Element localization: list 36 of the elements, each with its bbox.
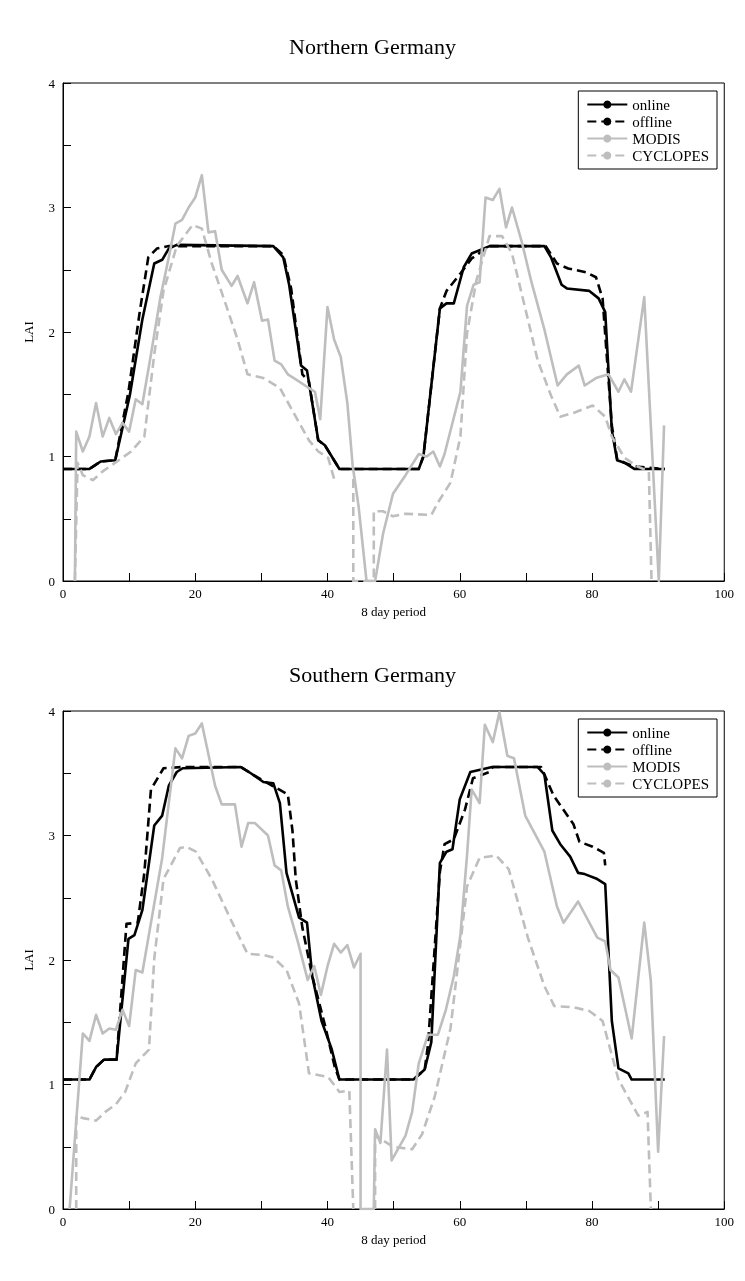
x-tick-label: 20 xyxy=(188,586,202,601)
legend-label: CYCLOPES xyxy=(632,775,709,792)
x-tick-label: 0 xyxy=(59,586,67,601)
y-tick-label: 3 xyxy=(48,200,55,215)
chart-title: Southern Germany xyxy=(289,661,456,687)
y-tick-label: 2 xyxy=(48,324,55,340)
x-tick-label: 40 xyxy=(321,1214,334,1229)
y-tick-label: 4 xyxy=(48,75,56,91)
x-tick-label: 20 xyxy=(188,1214,202,1229)
x-tick-label: 60 xyxy=(453,1214,467,1229)
x-axis-title: 8 day period xyxy=(361,1231,427,1247)
y-tick-label: 2 xyxy=(48,952,55,968)
x-tick-label: 80 xyxy=(585,1214,599,1229)
x-tick-label: 40 xyxy=(321,586,334,601)
legend-label: offline xyxy=(632,113,673,130)
legend-label: MODIS xyxy=(632,130,681,147)
chart-title: Northern Germany xyxy=(289,33,456,59)
y-tick-label: 3 xyxy=(48,828,55,843)
x-tick-label: 60 xyxy=(453,586,467,601)
legend-label: offline xyxy=(632,741,673,758)
y-axis-title: LAI xyxy=(21,321,36,343)
y-tick-label: 1 xyxy=(48,1077,55,1092)
y-tick-label: 4 xyxy=(48,703,56,719)
y-tick-label: 0 xyxy=(48,1201,55,1217)
legend-label: online xyxy=(632,96,671,113)
legend-label: CYCLOPES xyxy=(632,147,709,164)
x-axis-title: 8 day period xyxy=(361,603,427,619)
y-tick-label: 1 xyxy=(48,449,55,464)
x-tick-label: 80 xyxy=(585,586,599,601)
legend-label: MODIS xyxy=(632,758,681,775)
x-tick-label: 100 xyxy=(714,586,734,601)
y-tick-label: 0 xyxy=(48,573,55,589)
y-axis-title: LAI xyxy=(21,949,36,971)
legend-label: online xyxy=(632,724,671,741)
x-tick-label: 100 xyxy=(714,1214,734,1229)
x-tick-label: 0 xyxy=(59,1214,67,1229)
